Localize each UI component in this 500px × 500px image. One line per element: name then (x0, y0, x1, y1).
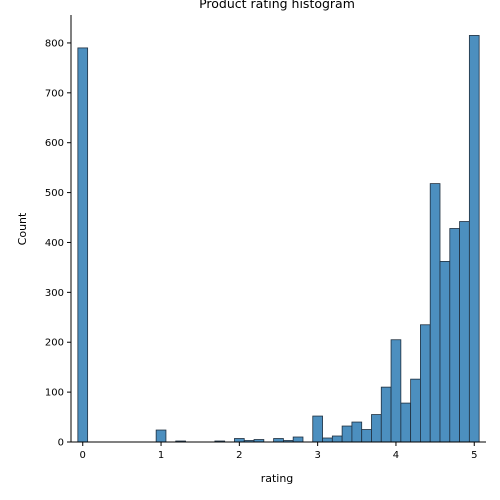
y-tick-label: 400 (45, 238, 64, 249)
histogram-bar (391, 340, 401, 442)
histogram-bar (234, 439, 244, 442)
histogram-bar (411, 379, 421, 442)
y-tick-label: 600 (45, 138, 64, 149)
histogram-bar (401, 403, 411, 442)
x-tick-label: 5 (471, 450, 477, 461)
x-tick-label: 2 (236, 450, 242, 461)
histogram-bar (313, 416, 323, 442)
bars-group (78, 35, 479, 442)
histogram-bar (450, 229, 460, 443)
y-tick-label: 300 (45, 288, 64, 299)
histogram-bar (323, 438, 333, 442)
x-axis-label: rating (261, 472, 294, 485)
histogram-bar (469, 35, 479, 442)
y-axis: 0 100 200 300 400 500 600 700 800 (45, 15, 71, 449)
y-tick-label: 200 (45, 338, 64, 349)
histogram-bar (381, 387, 391, 442)
x-tick-label: 1 (158, 450, 164, 461)
y-tick-label: 700 (45, 88, 64, 99)
histogram-bar (332, 436, 342, 442)
histogram-bar (371, 415, 381, 442)
chart-title: Product rating histogram (199, 0, 355, 11)
histogram-bar (293, 437, 303, 442)
histogram-bar (440, 261, 450, 442)
histogram-bar (78, 48, 88, 442)
y-tick-label: 100 (45, 388, 64, 399)
y-tick-label: 500 (45, 188, 64, 199)
y-axis-label: Count (16, 212, 29, 245)
y-tick-label: 800 (45, 38, 64, 49)
x-tick-label: 4 (393, 450, 399, 461)
histogram-bar (352, 422, 362, 442)
x-tick-label: 0 (80, 450, 86, 461)
histogram-bar (420, 325, 430, 442)
x-tick-label: 3 (314, 450, 320, 461)
x-axis: 0 1 2 3 4 5 (71, 442, 486, 461)
histogram-bar (156, 430, 166, 442)
histogram-bar (362, 430, 372, 442)
histogram-bar (460, 222, 470, 442)
histogram-bar (274, 439, 284, 442)
histogram-bar (430, 184, 440, 442)
y-tick-label: 0 (58, 438, 64, 449)
histogram-bar (342, 426, 352, 442)
